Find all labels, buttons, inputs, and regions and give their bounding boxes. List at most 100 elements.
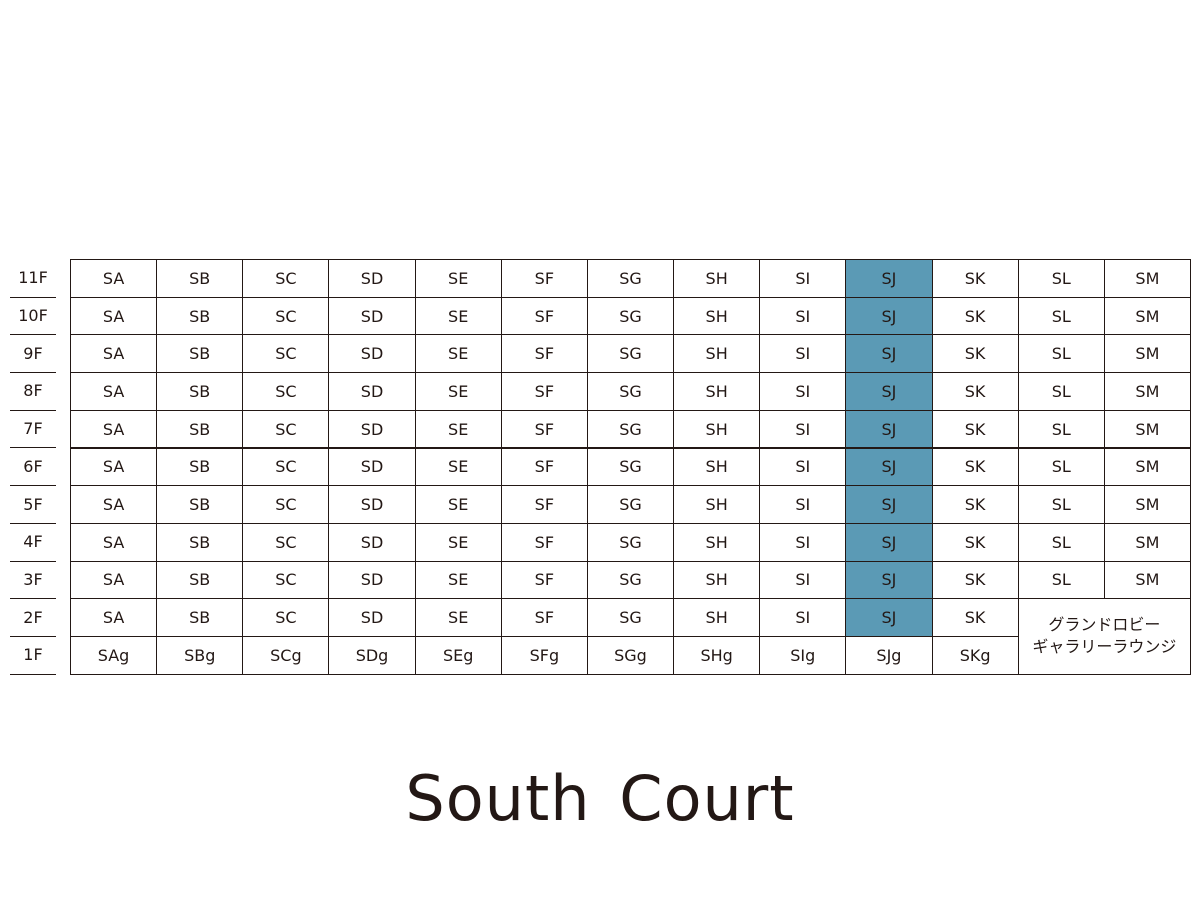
unit-cell: SL <box>1017 334 1105 374</box>
unit-cell: SD <box>328 522 416 562</box>
unit-cell: SHg <box>673 636 761 675</box>
unit-cell: SJ <box>845 259 933 298</box>
unit-cell: SBg <box>156 636 244 675</box>
floor-label: 5F <box>10 485 56 524</box>
unit-cell: SD <box>328 447 416 487</box>
unit-cell: SJ <box>845 522 933 562</box>
floor-label: 9F <box>10 334 56 374</box>
unit-cell: SG <box>586 296 675 336</box>
unit-cell: SB <box>156 485 244 524</box>
unit-cell: SG <box>586 598 675 637</box>
floor-label: 8F <box>10 372 56 411</box>
unit-cell: SG <box>586 372 675 411</box>
unit-cell: SG <box>586 334 675 374</box>
unit-cell: SE <box>414 522 502 562</box>
unit-cell: SE <box>414 485 502 524</box>
unit-cell: SC <box>242 259 330 298</box>
unit-cell: SE <box>414 560 502 600</box>
unit-cell: SB <box>156 560 244 600</box>
unit-cell: SAg <box>70 636 158 675</box>
unit-cell: SD <box>328 485 416 524</box>
unit-cell: SK <box>931 259 1019 298</box>
unit-cell: SI <box>759 485 847 524</box>
unit-cell: SG <box>586 409 675 449</box>
unit-cell: SD <box>328 259 416 298</box>
unit-cell: SE <box>414 409 502 449</box>
lobby-cell: グランドロビー ギャラリーラウンジ <box>1017 598 1191 675</box>
unit-cell: SK <box>931 598 1019 637</box>
unit-cell: SCg <box>242 636 330 675</box>
unit-cell: SK <box>931 560 1019 600</box>
unit-cell: SE <box>414 598 502 637</box>
unit-cell: SK <box>931 372 1019 411</box>
unit-cell: SG <box>586 522 675 562</box>
floor-label: 7F <box>10 410 56 449</box>
unit-cell: SDg <box>328 636 416 675</box>
unit-cell: SEg <box>414 636 502 675</box>
unit-cell: SC <box>242 334 330 374</box>
unit-cell: SH <box>673 296 761 336</box>
unit-cell: SA <box>70 598 158 637</box>
unit-cell: SG <box>586 447 675 487</box>
unit-cell: SB <box>156 409 244 449</box>
unit-cell: SD <box>328 372 416 411</box>
unit-cell: SF <box>500 409 588 449</box>
unit-cell: SB <box>156 522 244 562</box>
unit-cell: SH <box>673 409 761 449</box>
unit-cell: SJ <box>845 598 933 637</box>
unit-cell: SM <box>1103 334 1191 374</box>
floor-label: 10F <box>10 297 56 336</box>
unit-cell: SJ <box>845 296 933 336</box>
unit-cell: SM <box>1103 259 1191 298</box>
unit-cell: SA <box>70 447 158 487</box>
unit-cell: SL <box>1017 560 1105 600</box>
unit-cell: SH <box>673 447 761 487</box>
unit-cell: SG <box>586 259 675 298</box>
unit-cell: SD <box>328 598 416 637</box>
unit-cell: SK <box>931 522 1019 562</box>
unit-cell: SD <box>328 334 416 374</box>
unit-cell: SF <box>500 259 588 298</box>
floor-label: 3F <box>10 561 56 600</box>
unit-cell: SC <box>242 485 330 524</box>
unit-cell: SJ <box>845 560 933 600</box>
unit-cell: SJ <box>845 409 933 449</box>
unit-cell: SD <box>328 409 416 449</box>
unit-cell: SG <box>586 485 675 524</box>
unit-cell: SG <box>586 560 675 600</box>
unit-cell: SH <box>673 485 761 524</box>
unit-cell: SM <box>1103 409 1191 449</box>
unit-cell: SA <box>70 485 158 524</box>
unit-cell: SF <box>500 522 588 562</box>
unit-cell: SH <box>673 598 761 637</box>
unit-cell: SB <box>156 259 244 298</box>
unit-cell: SC <box>242 560 330 600</box>
floor-label: 4F <box>10 523 56 562</box>
unit-cell: SK <box>931 447 1019 487</box>
floor-label: 11F <box>10 259 56 298</box>
unit-cell: SL <box>1017 372 1105 411</box>
unit-cell: SGg <box>586 636 675 675</box>
unit-cell: SJ <box>845 334 933 374</box>
unit-cell: SL <box>1017 522 1105 562</box>
unit-cell: SB <box>156 598 244 637</box>
unit-cell: SK <box>931 296 1019 336</box>
unit-cell: SFg <box>500 636 588 675</box>
unit-cell: SA <box>70 560 158 600</box>
unit-cell: SI <box>759 598 847 637</box>
unit-cell: SI <box>759 334 847 374</box>
unit-cell: SJ <box>845 372 933 411</box>
unit-cell: SIg <box>759 636 847 675</box>
floor-label: 2F <box>10 598 56 637</box>
unit-cell: SM <box>1103 560 1191 600</box>
unit-cell: SI <box>759 372 847 411</box>
unit-cell: SJ <box>845 485 933 524</box>
unit-cell: SA <box>70 409 158 449</box>
floor-label: 6F <box>10 448 56 487</box>
unit-cell: SE <box>414 296 502 336</box>
unit-cell: SF <box>500 334 588 374</box>
unit-cell: SE <box>414 447 502 487</box>
unit-cell: SD <box>328 296 416 336</box>
unit-cell: SF <box>500 296 588 336</box>
unit-cell: SC <box>242 598 330 637</box>
